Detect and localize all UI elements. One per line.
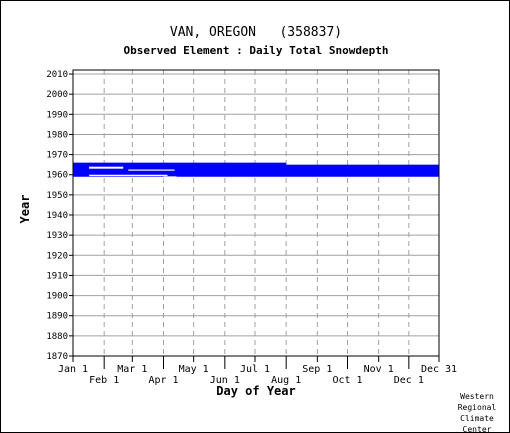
y-tick-label: 1970	[46, 151, 68, 161]
x-tick-label: Sep 1	[302, 364, 332, 375]
x-tick-label: Oct 1	[332, 375, 362, 386]
data-gap	[89, 174, 168, 177]
data-gap	[163, 176, 177, 181]
plot-border	[72, 69, 440, 357]
x-tick-label: Nov 1	[364, 364, 394, 375]
credit-text: Western Regional Climate Center	[449, 391, 505, 433]
x-tick-label: Mar 1	[117, 364, 147, 375]
y-tick-label: 2010	[46, 70, 68, 80]
credit-line: Regional	[457, 403, 497, 412]
x-tick-label: Dec 1	[394, 375, 424, 386]
credit-line: Climate	[460, 414, 494, 423]
data-bar	[73, 162, 287, 169]
credit-line: Center	[462, 425, 492, 433]
data-gap	[128, 169, 175, 171]
y-tick-label: 1940	[46, 211, 68, 221]
x-tick-label: Jun 1	[210, 375, 240, 386]
y-tick-label: 1870	[46, 352, 68, 362]
x-tick-label: Jul 1	[240, 364, 270, 375]
y-tick-label: 1920	[46, 251, 68, 261]
y-tick-label: 1900	[46, 292, 68, 302]
x-tick-label: Dec 31	[421, 364, 457, 375]
y-tick-label: 2000	[46, 90, 68, 100]
y-tick-label: 1910	[46, 271, 68, 281]
y-tick-label: 1930	[46, 231, 68, 241]
y-tick-label: 1950	[46, 191, 68, 201]
y-tick-label: 1990	[46, 110, 68, 120]
x-tick-label: Jan 1	[58, 364, 88, 375]
data-gap	[89, 166, 124, 169]
y-tick-label: 1980	[46, 130, 68, 140]
x-tick-label: Aug 1	[271, 375, 301, 386]
x-tick-label: Feb 1	[89, 375, 119, 386]
x-tick-label: May 1	[179, 364, 209, 375]
x-tick-label: Apr 1	[148, 375, 178, 386]
y-tick-label: 1890	[46, 312, 68, 322]
x-axis-label: Day of Year	[216, 384, 296, 398]
y-tick-label: 1960	[46, 171, 68, 181]
credit-line: Western	[460, 392, 494, 401]
station-title: VAN, OREGON (358837)	[169, 25, 343, 40]
y-tick-label: 1880	[46, 332, 68, 342]
chart-title: Observed Element : Daily Total Snowdepth	[123, 44, 389, 57]
